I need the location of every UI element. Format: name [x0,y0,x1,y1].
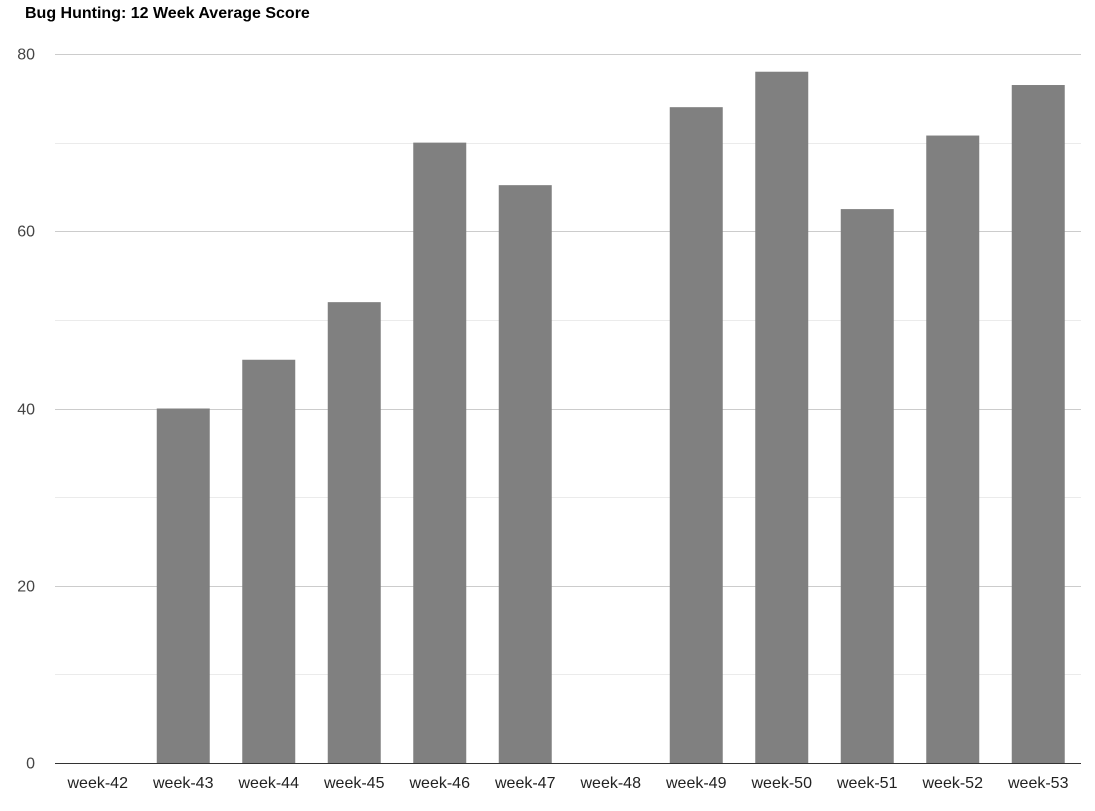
bar-week-47 [498,185,552,764]
bar-week-52 [926,135,980,763]
y-tick-label: 60 [17,224,35,241]
bar-week-51 [840,209,894,763]
bar-week-49 [669,107,723,764]
bar-week-50 [755,71,809,764]
bars [156,71,1065,764]
x-tick-label: week-50 [751,775,813,792]
grid-lines [55,54,1081,675]
bar-week-46 [413,142,467,763]
x-tick-label: week-46 [409,775,471,792]
y-tick-label: 20 [17,579,35,596]
x-tick-label: week-49 [665,775,727,792]
y-axis-ticks: 0 20 40 60 80 [17,47,35,773]
y-tick-label: 40 [17,402,35,419]
x-tick-label: week-47 [494,775,556,792]
bar-week-44 [242,359,296,763]
y-tick-label: 80 [17,47,35,64]
y-tick-label: 0 [26,756,35,773]
x-tick-label: week-53 [1007,775,1069,792]
x-tick-label: week-52 [922,775,984,792]
bar-week-45 [327,302,381,763]
x-axis-ticks: week-42 week-43 week-44 week-45 week-46 week-… [67,775,1069,792]
x-tick-label: week-48 [580,775,642,792]
bar-week-53 [1011,85,1065,764]
x-tick-label: week-42 [67,775,129,792]
bar-week-43 [156,408,210,763]
chart-title: Bug Hunting: 12 Week Average Score [25,5,310,22]
x-tick-label: week-45 [323,775,385,792]
x-tick-label: week-43 [152,775,214,792]
x-tick-label: week-44 [238,775,300,792]
x-tick-label: week-51 [836,775,898,792]
